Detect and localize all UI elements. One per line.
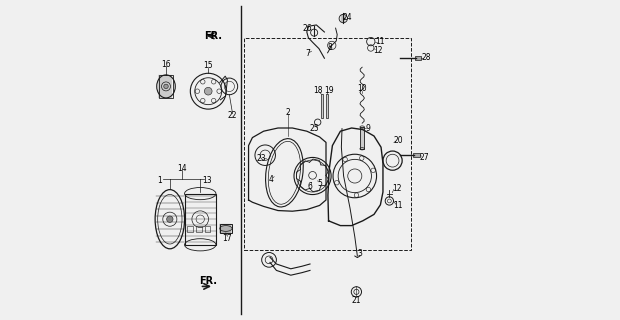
Text: 11: 11 xyxy=(393,201,403,210)
Text: 10: 10 xyxy=(357,84,366,93)
Bar xyxy=(187,226,193,232)
Text: FR.: FR. xyxy=(205,31,223,41)
Bar xyxy=(219,224,232,233)
Bar xyxy=(185,194,216,245)
Text: 11: 11 xyxy=(375,37,384,46)
Text: 7: 7 xyxy=(305,49,310,58)
Text: 21: 21 xyxy=(352,296,361,305)
Bar xyxy=(415,56,421,60)
Circle shape xyxy=(205,87,212,95)
Text: 28: 28 xyxy=(421,53,430,62)
Text: 3: 3 xyxy=(357,249,362,258)
Text: 16: 16 xyxy=(161,60,171,68)
Text: 26: 26 xyxy=(303,24,312,33)
Text: 9: 9 xyxy=(366,124,371,132)
Text: 2: 2 xyxy=(286,108,291,116)
Circle shape xyxy=(167,216,173,222)
Text: 23: 23 xyxy=(257,154,266,163)
Text: 19: 19 xyxy=(324,86,334,95)
Text: 13: 13 xyxy=(202,176,212,185)
Text: 1: 1 xyxy=(157,176,162,185)
Text: 14: 14 xyxy=(177,164,187,172)
Bar xyxy=(159,75,173,98)
Circle shape xyxy=(164,84,168,89)
Bar xyxy=(326,94,328,118)
Text: FR.: FR. xyxy=(200,276,218,286)
Text: 17: 17 xyxy=(223,234,232,243)
Text: 12: 12 xyxy=(373,46,383,55)
Text: 27: 27 xyxy=(420,153,430,162)
Text: 12: 12 xyxy=(392,184,402,193)
Text: 18: 18 xyxy=(313,86,322,95)
Text: 22: 22 xyxy=(228,111,237,120)
Text: 15: 15 xyxy=(203,61,213,70)
Text: 20: 20 xyxy=(393,136,403,145)
Bar xyxy=(205,226,210,232)
Text: 4: 4 xyxy=(268,175,273,184)
Bar xyxy=(413,153,420,157)
Bar xyxy=(360,127,365,149)
Bar xyxy=(321,94,323,118)
Text: 25: 25 xyxy=(310,124,320,133)
Bar xyxy=(244,38,411,250)
Text: 6: 6 xyxy=(308,182,312,191)
Text: 8: 8 xyxy=(327,43,332,52)
Bar xyxy=(196,226,202,232)
Text: 24: 24 xyxy=(343,13,353,22)
Text: 5: 5 xyxy=(318,179,322,188)
